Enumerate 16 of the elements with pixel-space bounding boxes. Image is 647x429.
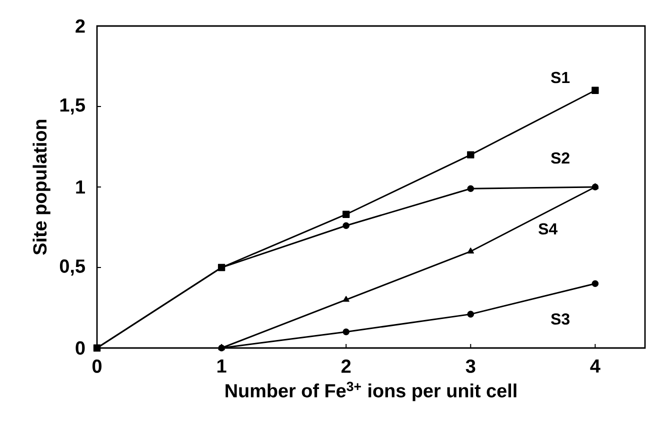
y-tick-label: 0,5 (60, 259, 85, 276)
series-label: S4 (538, 223, 558, 235)
x-tick-label: 4 (590, 359, 600, 373)
y-tick-label: 2 (76, 19, 85, 33)
series-label: S1 (551, 72, 570, 84)
x-tick-label: 3 (466, 359, 476, 373)
y-tick-label: 1,5 (60, 98, 85, 114)
series-label: S3 (551, 313, 570, 325)
x-axis-title: Number of Fe$^{3+}$ ions per unit cell (226, 382, 516, 402)
x-tick-label: 0 (92, 359, 102, 373)
y-tick-label: 0 (76, 341, 85, 355)
y-tick-label: 1 (76, 180, 85, 194)
x-tick-label: 1 (217, 359, 226, 373)
y-axis-title: Site population (32, 120, 50, 255)
x-tick-label: 2 (341, 359, 351, 373)
series-label: S2 (551, 152, 570, 164)
